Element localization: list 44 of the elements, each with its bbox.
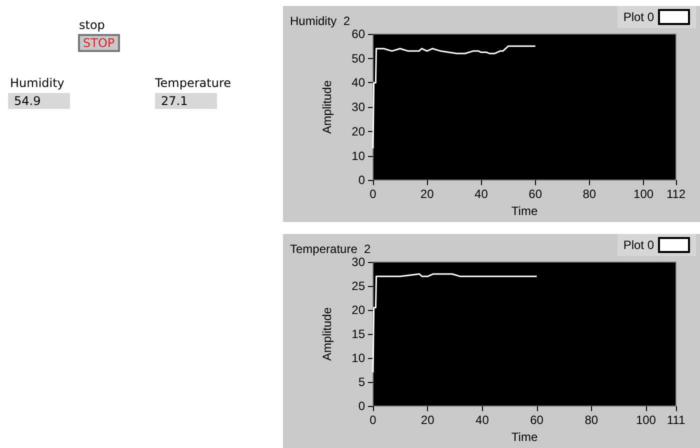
text: 27.1 bbox=[155, 93, 217, 109]
text: Temperature bbox=[155, 76, 232, 90]
x-tick-label: 20 bbox=[420, 413, 435, 428]
y-tick-label: 5 bbox=[358, 375, 366, 390]
y-tick-label: 60 bbox=[352, 27, 366, 41]
x-tick-label: 0 bbox=[370, 187, 377, 202]
x-tick-label: 0 bbox=[370, 413, 377, 428]
y-tick-label: 10 bbox=[352, 351, 366, 366]
stop-button: STOP bbox=[78, 34, 120, 52]
x-axis-title: Time bbox=[511, 430, 538, 444]
text: 54.9 bbox=[8, 93, 70, 109]
line-series bbox=[372, 273, 538, 374]
x-tick-label: 40 bbox=[474, 187, 488, 202]
line-series bbox=[372, 45, 536, 150]
chart-title: Humidity 2 bbox=[290, 14, 350, 28]
text: stop bbox=[79, 18, 105, 32]
x-tick-label: 40 bbox=[476, 413, 490, 428]
y-tick-label: 0 bbox=[358, 399, 366, 414]
y-axis-title: Amplitude bbox=[320, 307, 334, 361]
y-tick-label: 20 bbox=[352, 124, 366, 138]
x-tick-label: 111 bbox=[666, 413, 686, 428]
x-tick-label: 20 bbox=[420, 187, 434, 202]
x-tick-label: 112 bbox=[666, 187, 686, 202]
y-tick-label: 15 bbox=[352, 327, 366, 342]
x-tick-label: 80 bbox=[582, 187, 596, 202]
y-tick-label: 40 bbox=[352, 76, 366, 90]
legend-label: Plot 0 bbox=[623, 10, 654, 24]
x-tick-label: 80 bbox=[584, 413, 598, 428]
legend-label: Plot 0 bbox=[623, 238, 654, 252]
y-tick-label: 0 bbox=[358, 173, 366, 188]
x-tick-label: 100 bbox=[636, 413, 656, 428]
y-tick-label: 10 bbox=[352, 148, 366, 163]
y-tick-label: 25 bbox=[352, 279, 366, 294]
y-axis-title: Amplitude bbox=[320, 80, 334, 134]
x-tick-label: 60 bbox=[528, 187, 542, 202]
y-tick-label: 20 bbox=[352, 303, 366, 318]
x-axis-title: Time bbox=[511, 204, 538, 218]
x-tick-label: 60 bbox=[530, 413, 544, 428]
y-tick-label: 30 bbox=[352, 100, 366, 114]
x-tick-label: 100 bbox=[634, 187, 654, 202]
text: Humidity bbox=[10, 76, 64, 90]
y-tick-label: 30 bbox=[352, 255, 366, 269]
y-tick-label: 50 bbox=[352, 51, 366, 66]
chart-title: Temperature 2 bbox=[290, 242, 372, 256]
